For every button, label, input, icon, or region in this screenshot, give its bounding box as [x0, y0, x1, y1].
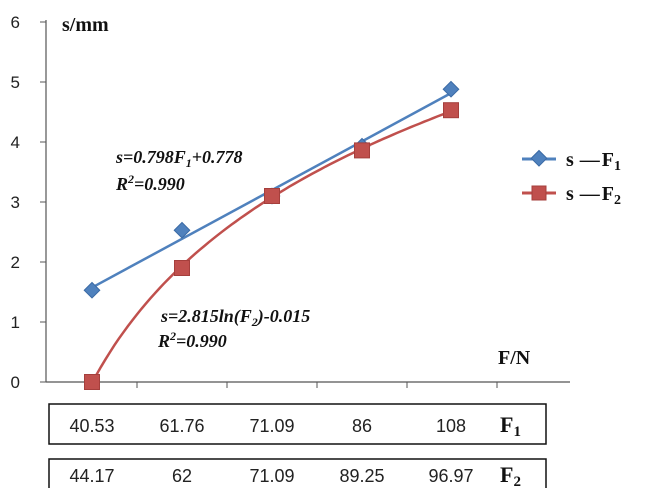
legend-marker-2 [531, 185, 547, 201]
point-series-2-5 [443, 102, 459, 119]
x-axis-label: F/N [498, 347, 531, 369]
equation-series-2: s=2.815ln(F2)-0.015 [160, 306, 310, 329]
point-series-2-3 [264, 188, 280, 204]
table-row-f2-box [48, 458, 547, 488]
y-tick-label-3: 3 [11, 193, 20, 212]
legend-label-2: s — F2 [566, 183, 621, 208]
table-cell-f1-1: 40.53 [69, 416, 114, 436]
table-row-f1-box [48, 403, 547, 445]
table-row-label-f2: F2 [500, 462, 521, 488]
y-tick-label-2: 2 [11, 253, 20, 272]
table-cell-f1-3: 71.09 [249, 416, 294, 436]
r2-series-1: R2=0.990 [115, 172, 185, 194]
equation-series-1: s=0.798F1+0.778 [115, 147, 243, 170]
table-cell-f1-5: 108 [436, 416, 466, 436]
point-series-1-2 [173, 221, 191, 239]
y-axis-label: s/mm [62, 14, 109, 36]
table-cell-f2-5: 96.97 [428, 466, 473, 486]
r2-series-2: R2=0.990 [157, 329, 227, 351]
table-cell-f2-4: 89.25 [339, 466, 384, 486]
y-ticks: 0 1 2 3 4 5 6 [11, 13, 46, 392]
point-series-2-4 [354, 142, 370, 159]
table-row-label-f1: F1 [500, 412, 521, 440]
y-tick-label-0: 0 [11, 373, 20, 392]
table-cell-f2-3: 71.09 [249, 466, 294, 486]
legend-label-1: s — F1 [566, 149, 621, 174]
point-series-1-1 [83, 281, 101, 299]
point-series-2-1 [84, 374, 100, 390]
trendlines [90, 92, 452, 384]
table-cell-f1-2: 61.76 [159, 416, 204, 436]
legend-marker-1 [530, 149, 548, 167]
table-cell-f2-2: 62 [172, 466, 192, 486]
y-tick-label-6: 6 [11, 13, 20, 32]
y-tick-label-1: 1 [11, 313, 20, 332]
data-table: 40.53 61.76 71.09 86 108 44.17 62 71.09 89.25 96.… [48, 403, 547, 488]
table-cell-f1-4: 86 [352, 416, 372, 436]
data-marks [83, 80, 460, 390]
table-cell-f2-1: 44.17 [69, 466, 114, 486]
point-series-1-5 [442, 80, 460, 98]
axes [45, 20, 570, 388]
y-tick-label-5: 5 [11, 73, 20, 92]
point-series-2-2 [174, 260, 190, 276]
legend: s — F1 s — F2 [522, 149, 621, 208]
y-tick-label-4: 4 [11, 133, 20, 152]
